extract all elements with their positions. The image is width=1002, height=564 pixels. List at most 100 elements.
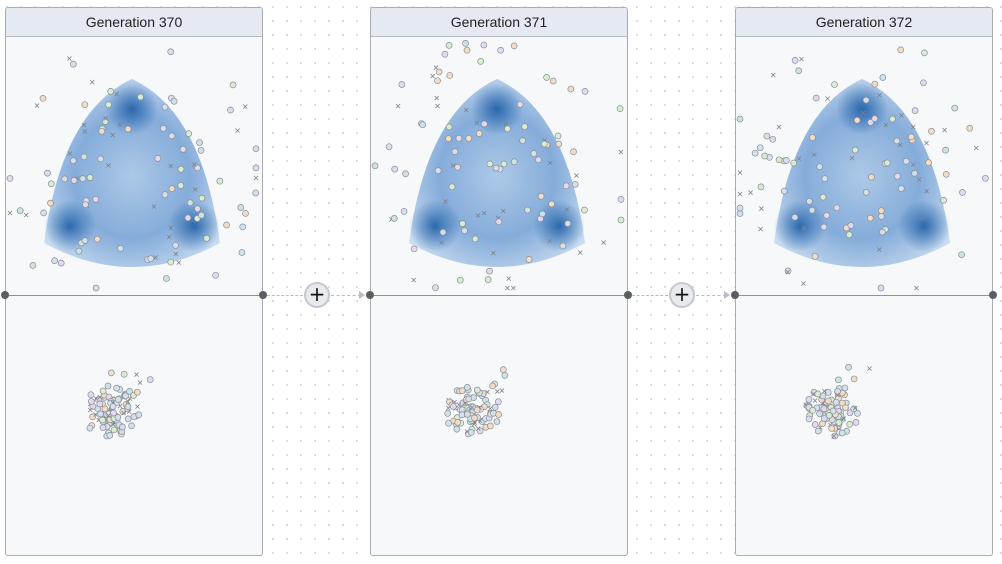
scatter-point: [854, 409, 861, 417]
cross-marker: ✕: [757, 225, 764, 234]
plus-icon: +: [308, 282, 326, 306]
scatter-point: [897, 185, 905, 192]
cross-marker: ✕: [831, 432, 838, 441]
scatter-point: [879, 228, 886, 236]
scatter-point: [495, 218, 503, 226]
scatter-point: [756, 144, 764, 152]
cross-marker: ✕: [451, 398, 458, 407]
scatter-point: [445, 135, 452, 142]
scatter-point: [567, 85, 575, 93]
add-node-button[interactable]: +: [669, 282, 695, 308]
cross-marker: ✕: [410, 276, 417, 285]
scatter-point: [911, 107, 919, 114]
scatter-point: [163, 275, 170, 282]
scatter-point: [172, 241, 179, 249]
cross-marker: ✕: [7, 209, 14, 218]
scatter-point: [463, 46, 471, 54]
cross-marker: ✕: [474, 391, 481, 400]
scatter-point: [959, 188, 966, 196]
input-port[interactable]: [366, 291, 374, 299]
cross-marker: ✕: [573, 171, 580, 180]
scatter-point: [86, 174, 94, 181]
scatter-point: [736, 204, 744, 212]
scatter-point: [104, 382, 112, 390]
scatter-point: [877, 207, 885, 215]
scatter-point: [168, 132, 176, 140]
scatter-point: [134, 388, 141, 396]
cross-marker: ✕: [810, 390, 817, 399]
scatter-point: [47, 199, 54, 207]
cross-marker: ✕: [89, 78, 96, 87]
scatter-point: [486, 160, 494, 168]
cross-marker: ✕: [852, 404, 859, 413]
cross-marker: ✕: [172, 250, 179, 259]
scatter-point: [521, 123, 528, 130]
scatter-point: [851, 146, 859, 154]
cross-marker: ✕: [503, 120, 510, 129]
cross-marker: ✕: [150, 203, 157, 212]
scatter-point: [454, 419, 462, 426]
cross-marker: ✕: [913, 284, 920, 293]
scatter-point: [70, 177, 78, 184]
scatter-point: [879, 74, 887, 81]
input-port[interactable]: [1, 291, 9, 299]
scatter-point: [499, 366, 507, 373]
cross-marker: ✕: [192, 185, 199, 194]
cross-marker: ✕: [395, 102, 402, 111]
scatter-point: [186, 199, 194, 207]
add-node-button[interactable]: +: [304, 282, 330, 308]
scatter-point: [114, 396, 122, 403]
cross-marker: ✕: [876, 246, 883, 255]
density-peak: [836, 83, 888, 135]
scatter-point: [110, 426, 118, 434]
scatter-point: [852, 419, 860, 426]
scatter-point: [617, 196, 625, 203]
scatter-point: [736, 210, 744, 217]
panel-divider: [736, 295, 992, 296]
scatter-point: [445, 42, 453, 49]
scatter-point: [784, 267, 792, 275]
density-peak: [533, 200, 585, 252]
cross-marker: ✕: [96, 393, 103, 402]
input-port[interactable]: [731, 291, 739, 299]
output-port[interactable]: [624, 291, 632, 299]
cross-marker: ✕: [898, 111, 905, 120]
scatter-point: [831, 81, 838, 88]
scatter-point: [137, 93, 144, 101]
arrow-head-icon: [359, 291, 365, 299]
scatter-point: [835, 376, 842, 384]
scatter-point: [455, 134, 463, 142]
scatter-point: [928, 127, 935, 135]
output-port[interactable]: [259, 291, 267, 299]
scatter-point: [445, 419, 452, 427]
cross-marker: ✕: [487, 404, 494, 413]
scatter-point: [223, 221, 230, 229]
scatter-point: [194, 205, 201, 213]
scatter-point: [519, 137, 526, 144]
cross-marker: ✕: [438, 238, 445, 247]
scatter-point: [465, 395, 473, 403]
cross-marker: ✕: [490, 249, 497, 258]
scatter-point: [476, 427, 484, 435]
scatter-point: [170, 97, 178, 105]
scatter-point: [79, 175, 87, 183]
scatter-point: [161, 103, 169, 111]
density-peak: [898, 200, 950, 252]
scatter-point: [39, 94, 47, 102]
scatter-point: [539, 210, 546, 218]
scatter-point: [783, 156, 790, 164]
scatter-point: [434, 167, 442, 175]
cross-marker: ✕: [67, 150, 74, 159]
cross-marker: ✕: [800, 280, 807, 289]
output-port[interactable]: [989, 291, 997, 299]
scatter-point: [446, 72, 454, 79]
cross-marker: ✕: [464, 428, 471, 437]
cross-marker: ✕: [819, 400, 826, 409]
cross-marker: ✕: [840, 415, 847, 424]
scatter-point: [524, 206, 531, 214]
scatter-point: [179, 145, 187, 153]
scatter-point: [465, 134, 473, 142]
scatter-point: [197, 147, 205, 154]
scatter-point: [252, 145, 260, 153]
density-peak: [106, 83, 158, 135]
